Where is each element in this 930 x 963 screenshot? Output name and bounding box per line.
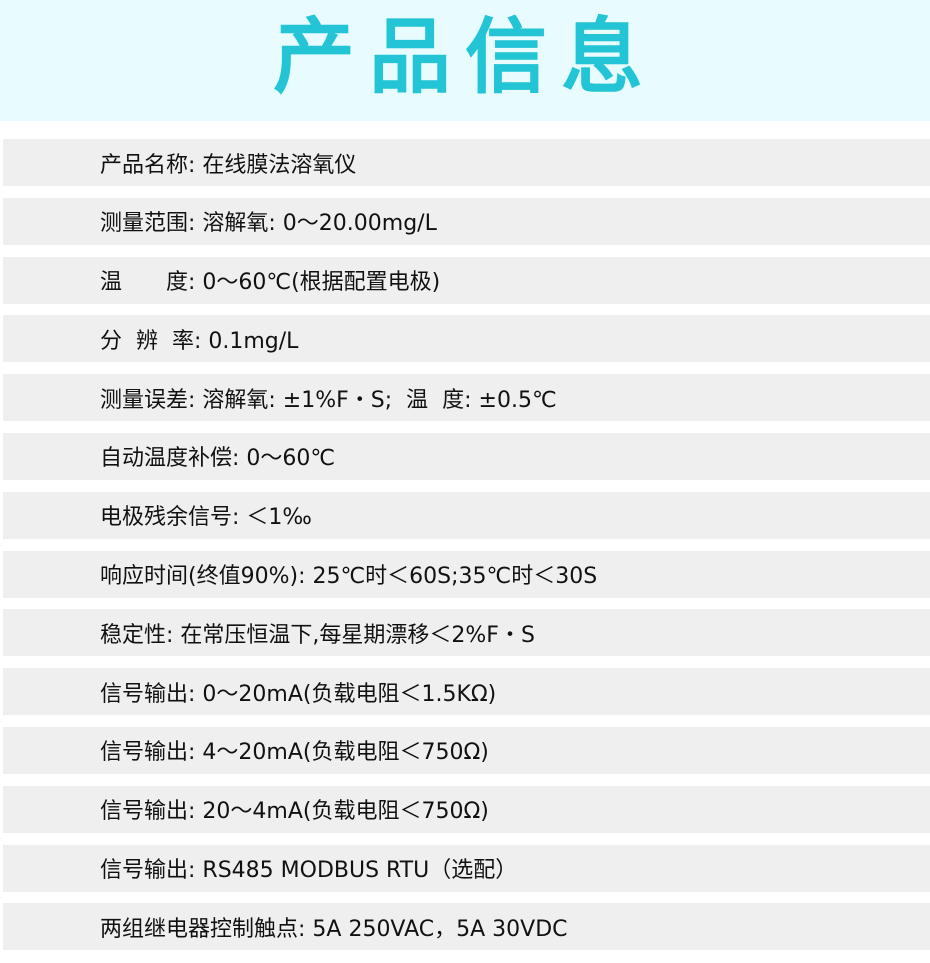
header-banner: 产品信息 <box>0 0 930 121</box>
spec-text: 信号输出: 4～20mA(负载电阻＜750Ω) <box>100 740 489 766</box>
page-title: 产品信息 <box>272 10 657 105</box>
spec-row: 分 辨 率: 0.1mg/L <box>3 315 930 363</box>
spec-row: 两组继电器控制触点: 5A 250VAC，5A 30VDC <box>3 903 930 951</box>
spec-row: 电极残余信号: ＜1‰ <box>3 491 930 539</box>
spec-text: 分 辨 率: 0.1mg/L <box>100 328 299 354</box>
spec-row: 信号输出: 0～20mA(负载电阻＜1.5KΩ) <box>3 668 930 716</box>
spec-text: 测量范围: 溶解氧: 0～20.00mg/L <box>100 211 437 237</box>
spec-text: 两组继电器控制触点: 5A 250VAC，5A 30VDC <box>100 916 568 942</box>
spec-list: 产品名称: 在线膜法溶氧仪测量范围: 溶解氧: 0～20.00mg/L 温 度: … <box>3 139 930 962</box>
spec-text: 电极残余信号: ＜1‰ <box>100 505 312 531</box>
spec-row: 稳定性: 在常压恒温下,每星期漂移＜2%F・S <box>3 609 930 657</box>
spec-text: 信号输出: RS485 MODBUS RTU（选配） <box>100 858 518 884</box>
spec-text: 温 度: 0～60℃(根据配置电极) <box>100 270 441 296</box>
spec-text: 自动温度补偿: 0～60℃ <box>100 446 336 472</box>
spec-row: 测量误差: 溶解氧: ±1%F・S; 温 度: ±0.5℃ <box>3 374 930 422</box>
spec-row: 温 度: 0～60℃(根据配置电极) <box>3 256 930 304</box>
spec-row: 自动温度补偿: 0～60℃ <box>3 432 930 480</box>
spec-text: 测量误差: 溶解氧: ±1%F・S; 温 度: ±0.5℃ <box>100 387 557 413</box>
spec-text: 稳定性: 在常压恒温下,每星期漂移＜2%F・S <box>100 622 535 648</box>
spec-text: 产品名称: 在线膜法溶氧仪 <box>100 152 357 178</box>
spec-text: 信号输出: 20～4mA(负载电阻＜750Ω) <box>100 799 489 825</box>
spec-text: 信号输出: 0～20mA(负载电阻＜1.5KΩ) <box>100 681 497 707</box>
spec-row: 测量范围: 溶解氧: 0～20.00mg/L <box>3 197 930 245</box>
spec-row: 信号输出: 4～20mA(负载电阻＜750Ω) <box>3 726 930 774</box>
spec-row: 信号输出: RS485 MODBUS RTU（选配） <box>3 844 930 892</box>
spec-row: 产品名称: 在线膜法溶氧仪 <box>3 139 930 186</box>
spec-row: 响应时间(终值90%): 25℃时＜60S;35℃时＜30S <box>3 550 930 598</box>
spec-text: 响应时间(终值90%): 25℃时＜60S;35℃时＜30S <box>100 564 598 590</box>
spec-row: 信号输出: 20～4mA(负载电阻＜750Ω) <box>3 785 930 833</box>
